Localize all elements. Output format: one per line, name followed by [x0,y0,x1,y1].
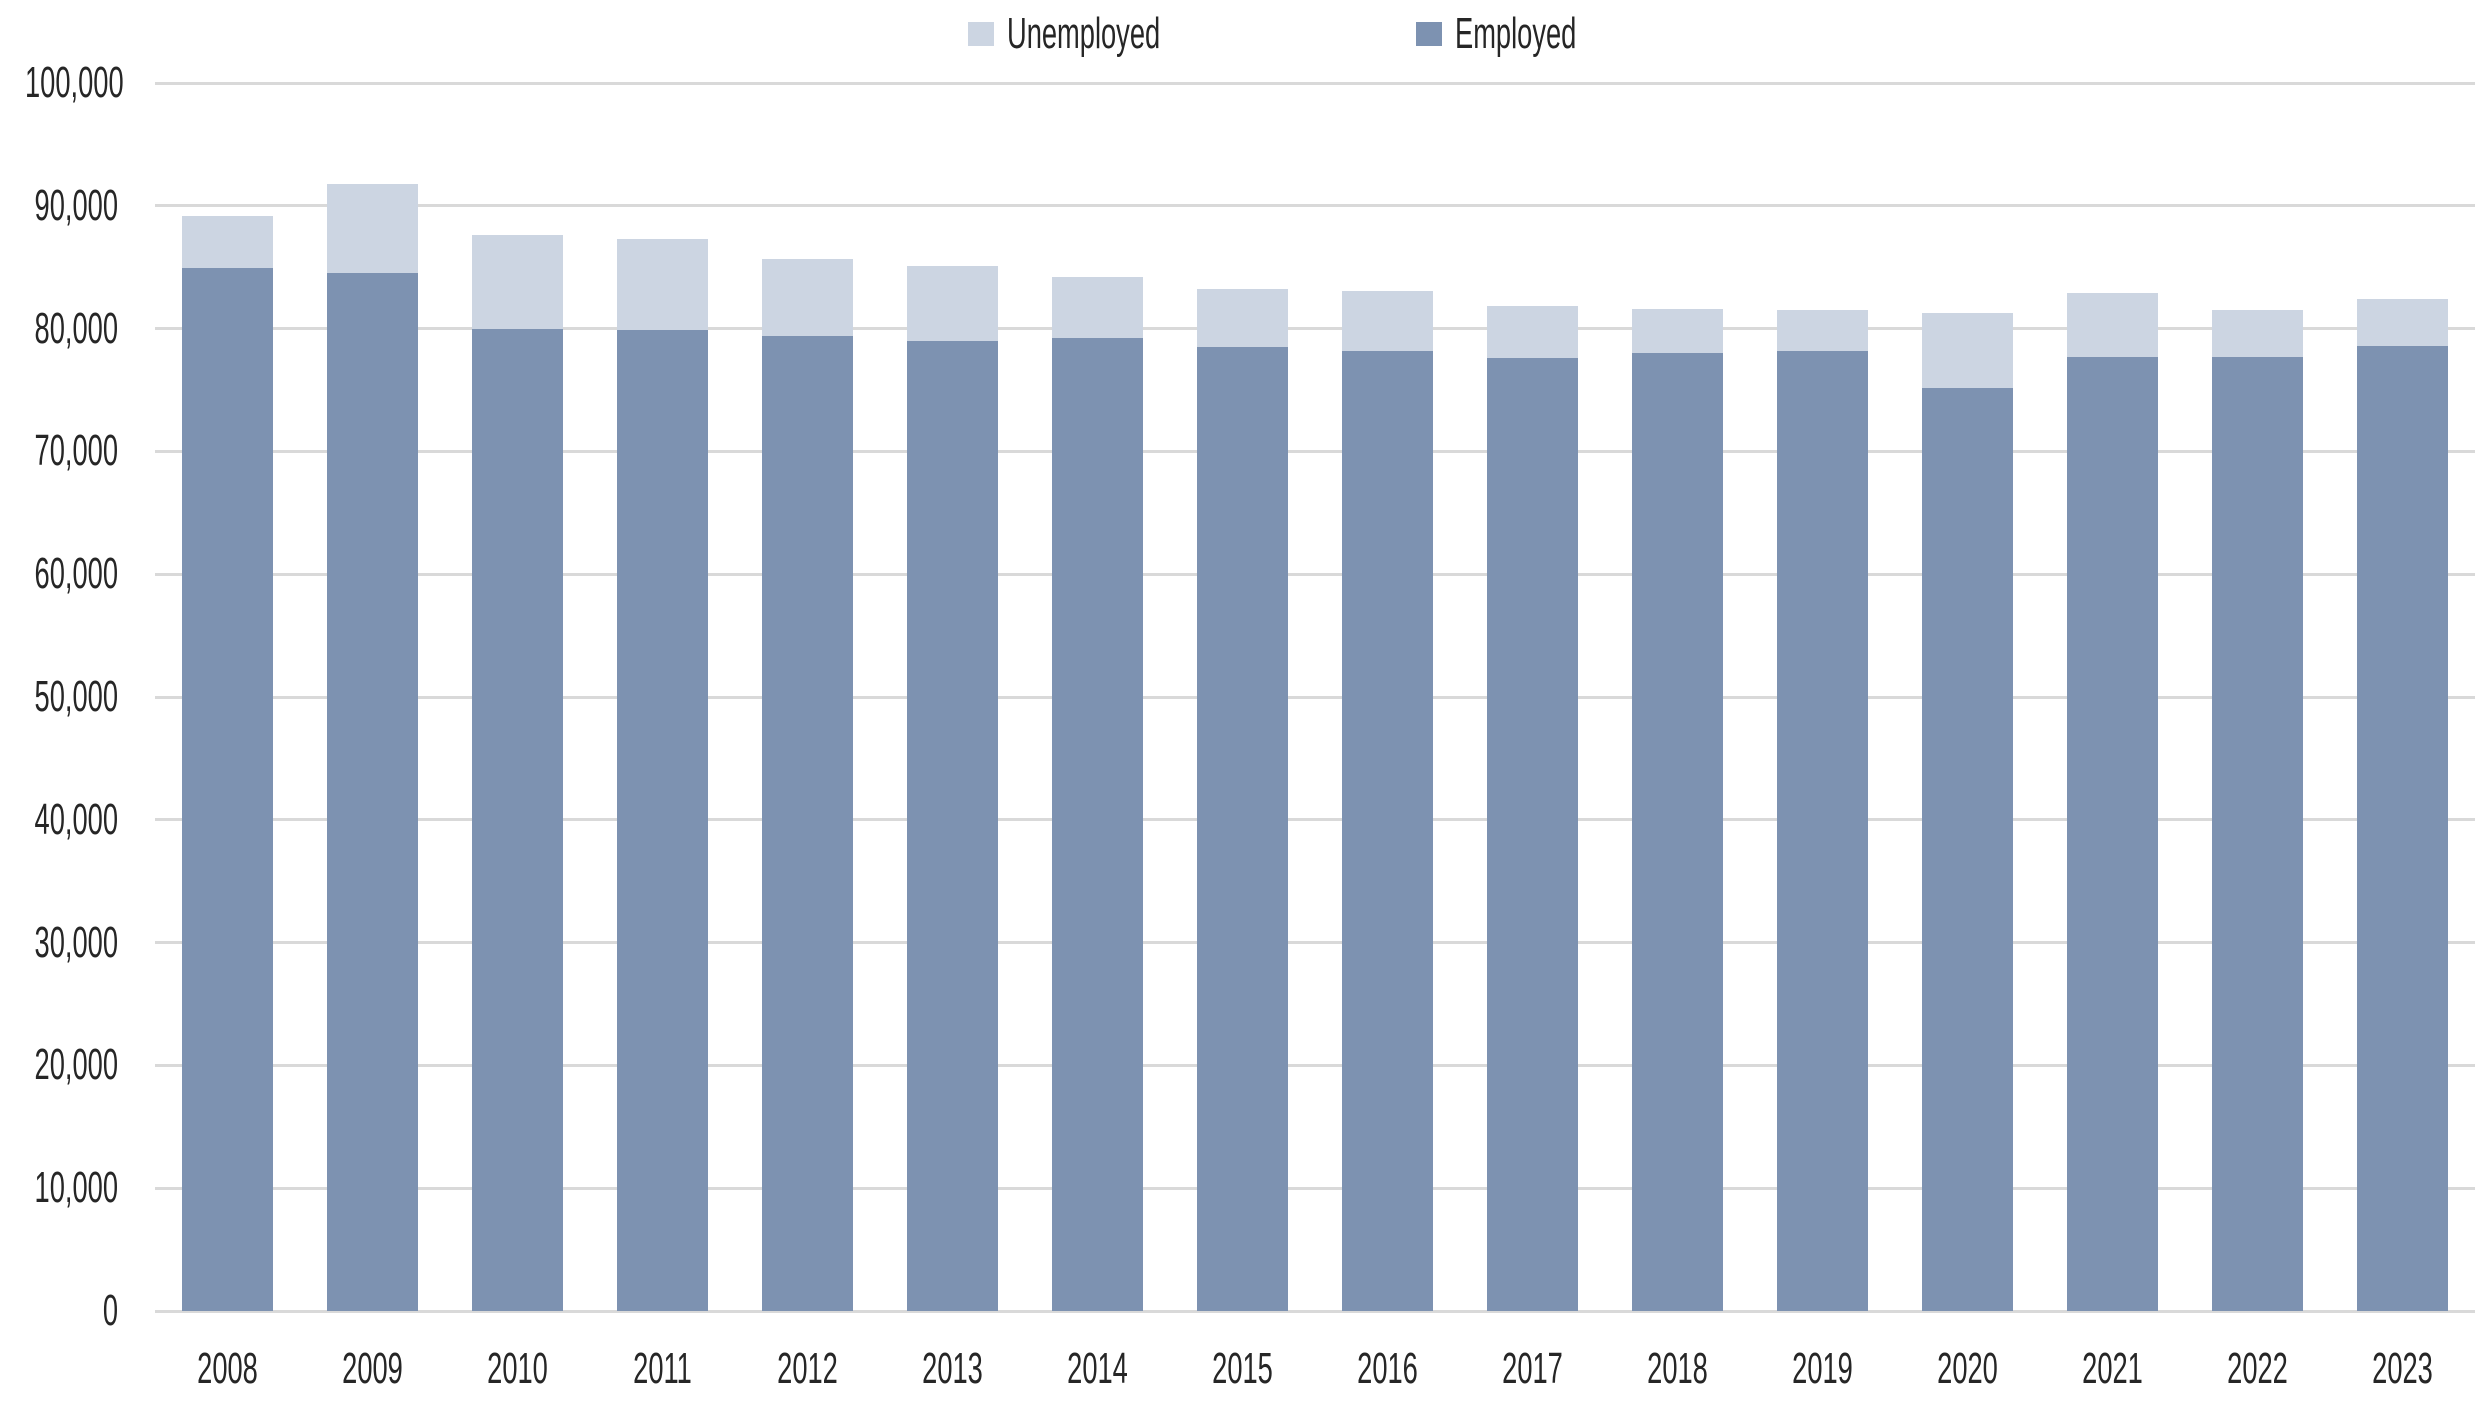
gridline [155,572,2475,576]
x-tick-label: 2016 [1357,1344,1418,1393]
x-tick-label: 2011 [633,1344,692,1393]
bar-unemployed-segment [1342,290,1433,351]
bar-employed-segment [1052,338,1143,1311]
bar-employed-segment [1487,358,1578,1311]
y-tick-label: 70,000 [34,426,118,476]
bar-employed-segment [327,273,418,1311]
y-tick-label: 90,000 [34,180,118,230]
x-tick-label: 2010 [487,1344,548,1393]
x-tick-label: 2017 [1502,1344,1563,1393]
x-tick-label: 2009 [342,1344,403,1393]
legend-label-employed: Employed [1455,9,1577,58]
gridline [155,1186,2475,1190]
x-tick-label: 2023 [2372,1344,2433,1393]
bar-unemployed-segment [1777,310,1868,351]
gridline [155,449,2475,453]
legend-label-unemployed: Unemployed [1007,9,1161,58]
legend-swatch-unemployed-icon [968,22,994,46]
bar-employed-segment [1342,350,1433,1311]
bar-unemployed-segment [2357,299,2448,346]
bar-unemployed-segment [182,215,273,269]
bar-employed-segment [182,268,273,1311]
bar-unemployed-segment [2067,292,2158,357]
bar-employed-segment [2212,356,2303,1311]
x-tick-label: 2018 [1647,1344,1708,1393]
legend-item-employed: Employed [1416,10,1651,58]
x-tick-label: 2021 [2082,1344,2143,1393]
y-tick-label: 40,000 [34,794,118,844]
bar-unemployed-segment [2212,310,2303,357]
gridline [155,1309,2475,1313]
y-tick-label: 50,000 [34,672,118,721]
bar-unemployed-segment [762,258,853,336]
bar-employed-segment [907,340,998,1311]
bar-employed-segment [762,335,853,1311]
bar-unemployed-segment [1487,306,1578,359]
y-tick-label: 10,000 [34,1163,118,1213]
bar-unemployed-segment [472,235,563,329]
gridline [155,327,2475,331]
gridline [155,695,2475,699]
bar-unemployed-segment [1052,277,1143,339]
x-tick-label: 2012 [777,1344,838,1393]
x-tick-label: 2022 [2227,1344,2288,1393]
x-tick-label: 2008 [197,1344,258,1393]
bar-unemployed-segment [1197,289,1288,347]
gridline [155,818,2475,822]
bar-employed-segment [1777,350,1868,1311]
x-tick-label: 2013 [922,1344,983,1393]
gridline [155,204,2475,208]
x-tick-label: 2020 [1937,1344,1998,1393]
bar-employed-segment [1197,347,1288,1311]
bar-employed-segment [2357,345,2448,1311]
y-tick-label: 80,000 [34,303,118,353]
bar-unemployed-segment [327,183,418,274]
y-tick-label: 0 [102,1286,118,1335]
bar-employed-segment [472,328,563,1311]
bar-employed-segment [617,329,708,1311]
x-tick-label: 2019 [1792,1344,1853,1393]
x-tick-label: 2014 [1067,1344,1128,1393]
y-tick-label: 30,000 [34,917,118,967]
bar-unemployed-segment [1922,312,2013,388]
x-tick-label: 2015 [1212,1344,1273,1393]
bar-employed-segment [1632,353,1723,1311]
legend-swatch-employed-icon [1416,22,1442,46]
bar-employed-segment [2067,356,2158,1311]
gridline [155,941,2475,945]
gridline [155,1063,2475,1067]
bar-unemployed-segment [907,265,998,341]
y-tick-label: 100,000 [25,58,124,107]
y-tick-label: 60,000 [34,549,118,599]
legend-item-unemployed: Unemployed [968,10,1254,58]
bar-unemployed-segment [1632,308,1723,354]
bar-employed-segment [1922,387,2013,1311]
gridline [155,81,2475,85]
bar-unemployed-segment [617,238,708,330]
y-tick-label: 20,000 [34,1040,118,1090]
